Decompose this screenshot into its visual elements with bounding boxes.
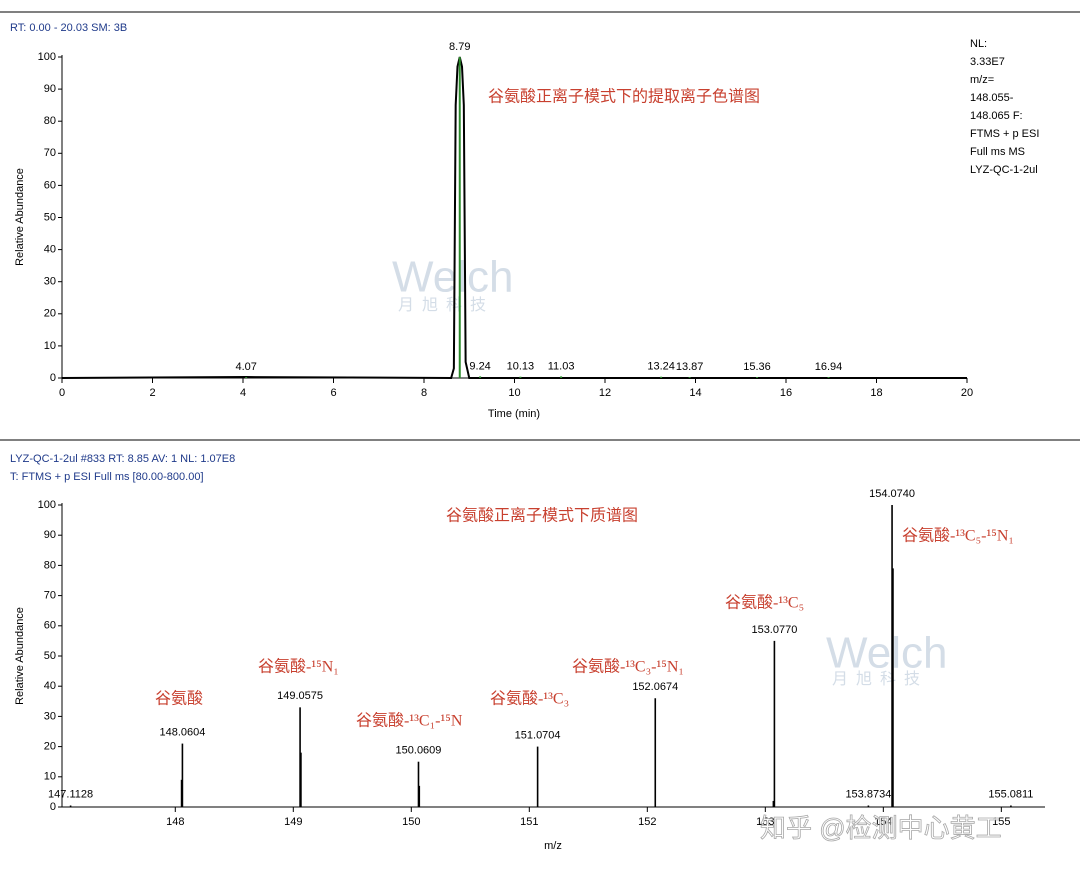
annotation: 谷氨酸-¹³C₃ — [490, 690, 569, 708]
annotation: 谷氨酸-¹⁵N₁ — [258, 658, 339, 676]
annotation: 谷氨酸 — [155, 690, 203, 708]
x-axis-label: m/z — [544, 840, 562, 852]
peak-label: 151.0704 — [515, 730, 561, 742]
chart-title: 谷氨酸正离子模式下的提取离子色谱图 — [488, 88, 760, 106]
info-line: 3.33E7 — [970, 56, 1005, 68]
annotation: 谷氨酸-¹³C₃-¹⁵N₁ — [572, 658, 684, 676]
peak-label: 11.03 — [548, 360, 575, 372]
peak-label: 153.8734 — [845, 788, 891, 800]
trace — [61, 56, 967, 380]
y-tick-label: 20 — [44, 308, 56, 320]
info-line: 148.055- — [970, 92, 1014, 104]
y-tick-label: 60 — [44, 620, 56, 632]
y-axis-label: Relative Abundance — [14, 168, 26, 266]
watermark-logo-sub: 月旭科技 — [398, 296, 494, 314]
y-tick-label: 100 — [38, 51, 56, 63]
x-tick-label: 151 — [520, 816, 538, 828]
x-tick-label: 0 — [59, 387, 65, 399]
peak-label: 152.0674 — [632, 681, 678, 693]
header: LYZ-QC-1-2ul #833 RT: 8.85 AV: 1 NL: 1.0… — [10, 453, 235, 465]
x-tick-label: 153 — [756, 816, 774, 828]
y-tick-label: 10 — [44, 771, 56, 783]
chart-title: 谷氨酸正离子模式下质谱图 — [446, 507, 638, 525]
y-tick-label: 60 — [44, 179, 56, 191]
peak-label: 13.87 — [676, 361, 704, 373]
x-tick-label: 4 — [240, 387, 246, 399]
info-line: NL: — [970, 38, 987, 50]
y-tick-label: 90 — [44, 529, 56, 541]
x-tick-label: 155 — [992, 816, 1010, 828]
y-tick-label: 100 — [38, 499, 56, 511]
watermark-logo: Welch — [826, 629, 947, 678]
y-tick-label: 50 — [44, 650, 56, 662]
x-tick-label: 2 — [149, 387, 155, 399]
annotation: 谷氨酸-¹³C₅ — [725, 594, 804, 612]
y-tick-label: 40 — [44, 244, 56, 256]
y-tick-label: 20 — [44, 741, 56, 753]
y-tick-label: 80 — [44, 559, 56, 571]
x-axis-label: Time (min) — [488, 408, 540, 420]
watermark-logo: Welch — [392, 253, 513, 302]
peak-label: 155.0811 — [988, 788, 1033, 800]
y-tick-label: 0 — [50, 372, 56, 384]
peak-label: 150.0609 — [396, 745, 442, 757]
y-tick-label: 80 — [44, 115, 56, 127]
x-tick-label: 150 — [402, 816, 420, 828]
y-tick-label: 30 — [44, 276, 56, 288]
y-tick-label: 10 — [44, 340, 56, 352]
x-tick-label: 14 — [689, 387, 701, 399]
info-line: 148.065 F: — [970, 110, 1023, 122]
x-tick-label: 8 — [421, 387, 427, 399]
peak-label: 16.94 — [815, 361, 843, 373]
peak-label: 148.0604 — [159, 726, 205, 738]
peak-label: 9.24 — [469, 360, 490, 372]
y-tick-label: 70 — [44, 590, 56, 602]
peak-label: 153.0770 — [751, 624, 797, 636]
x-tick-label: 12 — [599, 387, 611, 399]
watermark-credit: 知乎 @检测中心黄工 — [760, 813, 1002, 843]
peak-label: 154.0740 — [869, 488, 915, 500]
y-tick-label: 70 — [44, 147, 56, 159]
x-tick-label: 148 — [166, 816, 184, 828]
peak-label: 10.13 — [507, 361, 535, 373]
x-tick-label: 152 — [638, 816, 656, 828]
peak-label: 13.24 — [647, 361, 675, 373]
watermark-logo-sub: 月旭科技 — [832, 670, 928, 688]
annotation: 谷氨酸-¹³C₅-¹⁵N₁ — [902, 527, 1014, 545]
peak-label: 147.1128 — [48, 788, 93, 800]
peak-label: 149.0575 — [277, 690, 323, 702]
x-tick-label: 10 — [508, 387, 520, 399]
x-tick-label: 16 — [780, 387, 792, 399]
annotation: 谷氨酸-¹³C₁-¹⁵N — [356, 712, 463, 730]
y-tick-label: 40 — [44, 680, 56, 692]
y-tick-label: 30 — [44, 710, 56, 722]
info-line: Full ms MS — [970, 146, 1025, 158]
x-tick-label: 154 — [874, 816, 892, 828]
x-tick-label: 6 — [330, 387, 336, 399]
x-tick-label: 18 — [870, 387, 882, 399]
y-axis-label: Relative Abundance — [14, 607, 26, 705]
header: T: FTMS + p ESI Full ms [80.00-800.00] — [10, 471, 204, 483]
info-line: FTMS + p ESI — [970, 128, 1039, 140]
info-line: LYZ-QC-1-2ul — [970, 164, 1038, 176]
header: RT: 0.00 - 20.03 SM: 3B — [10, 22, 127, 34]
x-tick-label: 20 — [961, 387, 973, 399]
x-tick-label: 149 — [284, 816, 302, 828]
y-tick-label: 0 — [50, 801, 56, 813]
peak-label: 8.79 — [449, 41, 470, 53]
y-tick-label: 50 — [44, 211, 56, 223]
info-line: m/z= — [970, 74, 994, 86]
y-tick-label: 90 — [44, 83, 56, 95]
peak-label: 4.07 — [235, 361, 256, 373]
peak-label: 15.36 — [743, 361, 771, 373]
